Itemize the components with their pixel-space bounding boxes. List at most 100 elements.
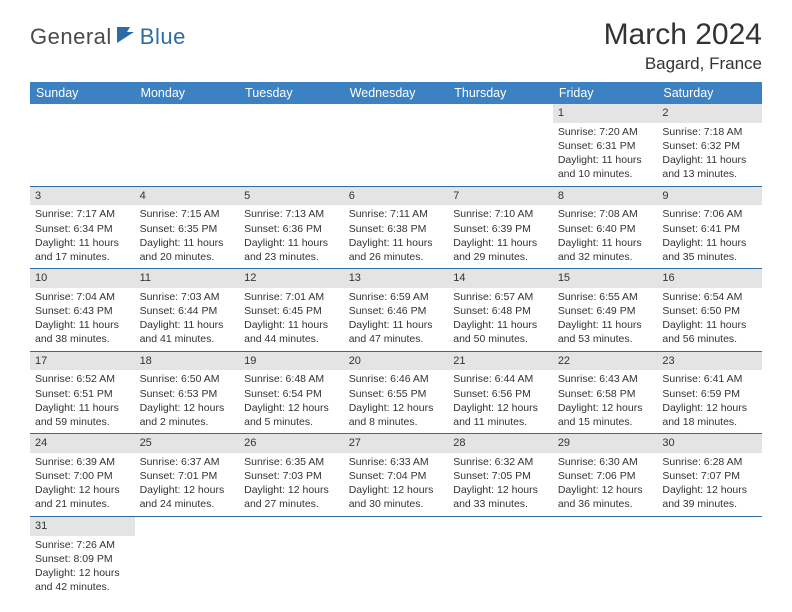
daylight-label: Daylight: 11 hours (140, 318, 235, 332)
daylight-label: Daylight: 12 hours (453, 401, 548, 415)
day-number: 14 (448, 269, 553, 288)
daylight-label-2: and 5 minutes. (244, 415, 339, 429)
weekday-header: Friday (553, 82, 658, 104)
daylight-label: Daylight: 11 hours (558, 153, 653, 167)
sunrise-label: Sunrise: 6:57 AM (453, 290, 548, 304)
day-number: 22 (553, 352, 658, 371)
weekday-header: Wednesday (344, 82, 449, 104)
daylight-label: Daylight: 11 hours (662, 236, 757, 250)
daylight-label: Daylight: 11 hours (558, 318, 653, 332)
weekday-header: Tuesday (239, 82, 344, 104)
calendar-cell: 30Sunrise: 6:28 AMSunset: 7:07 PMDayligh… (657, 434, 762, 517)
sunset-label: Sunset: 6:58 PM (558, 387, 653, 401)
daylight-label: Daylight: 11 hours (349, 236, 444, 250)
daylight-label: Daylight: 12 hours (35, 566, 130, 580)
calendar-cell: 26Sunrise: 6:35 AMSunset: 7:03 PMDayligh… (239, 434, 344, 517)
day-content: Sunrise: 6:57 AMSunset: 6:48 PMDaylight:… (448, 288, 553, 351)
day-number: 11 (135, 269, 240, 288)
daylight-label: Daylight: 11 hours (662, 153, 757, 167)
calendar-cell: 4Sunrise: 7:15 AMSunset: 6:35 PMDaylight… (135, 186, 240, 269)
daylight-label: Daylight: 11 hours (244, 318, 339, 332)
day-number: 19 (239, 352, 344, 371)
sunset-label: Sunset: 6:56 PM (453, 387, 548, 401)
sunset-label: Sunset: 6:49 PM (558, 304, 653, 318)
daylight-label: Daylight: 12 hours (140, 401, 235, 415)
calendar-table: Sunday Monday Tuesday Wednesday Thursday… (30, 82, 762, 598)
day-content: Sunrise: 6:37 AMSunset: 7:01 PMDaylight:… (135, 453, 240, 516)
daylight-label-2: and 24 minutes. (140, 497, 235, 511)
sunrise-label: Sunrise: 7:26 AM (35, 538, 130, 552)
calendar-cell: 31Sunrise: 7:26 AMSunset: 8:09 PMDayligh… (30, 516, 135, 598)
sunset-label: Sunset: 6:36 PM (244, 222, 339, 236)
day-number: 18 (135, 352, 240, 371)
day-content: Sunrise: 7:26 AMSunset: 8:09 PMDaylight:… (30, 536, 135, 599)
sunset-label: Sunset: 6:51 PM (35, 387, 130, 401)
daylight-label: Daylight: 11 hours (453, 318, 548, 332)
daylight-label: Daylight: 12 hours (453, 483, 548, 497)
calendar-cell: 7Sunrise: 7:10 AMSunset: 6:39 PMDaylight… (448, 186, 553, 269)
day-content: Sunrise: 6:28 AMSunset: 7:07 PMDaylight:… (657, 453, 762, 516)
day-content: Sunrise: 7:10 AMSunset: 6:39 PMDaylight:… (448, 205, 553, 268)
sunrise-label: Sunrise: 6:30 AM (558, 455, 653, 469)
calendar-cell: 3Sunrise: 7:17 AMSunset: 6:34 PMDaylight… (30, 186, 135, 269)
day-content: Sunrise: 6:52 AMSunset: 6:51 PMDaylight:… (30, 370, 135, 433)
day-number: 3 (30, 187, 135, 206)
calendar-row: 24Sunrise: 6:39 AMSunset: 7:00 PMDayligh… (30, 434, 762, 517)
day-content: Sunrise: 7:18 AMSunset: 6:32 PMDaylight:… (657, 123, 762, 186)
weekday-header: Thursday (448, 82, 553, 104)
location-label: Bagard, France (604, 54, 762, 74)
calendar-cell (344, 516, 449, 598)
sunset-label: Sunset: 7:01 PM (140, 469, 235, 483)
daylight-label: Daylight: 12 hours (244, 483, 339, 497)
calendar-cell: 1Sunrise: 7:20 AMSunset: 6:31 PMDaylight… (553, 104, 658, 186)
sunrise-label: Sunrise: 6:59 AM (349, 290, 444, 304)
day-content: Sunrise: 6:41 AMSunset: 6:59 PMDaylight:… (657, 370, 762, 433)
day-number: 16 (657, 269, 762, 288)
sunset-label: Sunset: 7:06 PM (558, 469, 653, 483)
calendar-cell: 22Sunrise: 6:43 AMSunset: 6:58 PMDayligh… (553, 351, 658, 434)
daylight-label-2: and 50 minutes. (453, 332, 548, 346)
sunrise-label: Sunrise: 6:28 AM (662, 455, 757, 469)
day-content: Sunrise: 7:01 AMSunset: 6:45 PMDaylight:… (239, 288, 344, 351)
day-content: Sunrise: 6:33 AMSunset: 7:04 PMDaylight:… (344, 453, 449, 516)
calendar-cell: 25Sunrise: 6:37 AMSunset: 7:01 PMDayligh… (135, 434, 240, 517)
calendar-row: 31Sunrise: 7:26 AMSunset: 8:09 PMDayligh… (30, 516, 762, 598)
calendar-cell (344, 104, 449, 186)
day-content: Sunrise: 6:50 AMSunset: 6:53 PMDaylight:… (135, 370, 240, 433)
daylight-label: Daylight: 11 hours (558, 236, 653, 250)
daylight-label-2: and 11 minutes. (453, 415, 548, 429)
weekday-header-row: Sunday Monday Tuesday Wednesday Thursday… (30, 82, 762, 104)
calendar-cell (448, 516, 553, 598)
sunset-label: Sunset: 7:04 PM (349, 469, 444, 483)
daylight-label: Daylight: 12 hours (662, 401, 757, 415)
sunset-label: Sunset: 6:40 PM (558, 222, 653, 236)
daylight-label-2: and 42 minutes. (35, 580, 130, 594)
logo-text-general: General (30, 24, 112, 50)
calendar-cell: 11Sunrise: 7:03 AMSunset: 6:44 PMDayligh… (135, 269, 240, 352)
day-number: 7 (448, 187, 553, 206)
weekday-header: Sunday (30, 82, 135, 104)
day-number: 27 (344, 434, 449, 453)
sunset-label: Sunset: 8:09 PM (35, 552, 130, 566)
day-content: Sunrise: 6:35 AMSunset: 7:03 PMDaylight:… (239, 453, 344, 516)
sunrise-label: Sunrise: 6:33 AM (349, 455, 444, 469)
daylight-label: Daylight: 12 hours (558, 483, 653, 497)
sunset-label: Sunset: 6:39 PM (453, 222, 548, 236)
sunrise-label: Sunrise: 7:08 AM (558, 207, 653, 221)
sunrise-label: Sunrise: 7:10 AM (453, 207, 548, 221)
sunrise-label: Sunrise: 7:01 AM (244, 290, 339, 304)
sunset-label: Sunset: 6:44 PM (140, 304, 235, 318)
calendar-row: 10Sunrise: 7:04 AMSunset: 6:43 PMDayligh… (30, 269, 762, 352)
sunset-label: Sunset: 6:41 PM (662, 222, 757, 236)
daylight-label-2: and 8 minutes. (349, 415, 444, 429)
calendar-cell: 29Sunrise: 6:30 AMSunset: 7:06 PMDayligh… (553, 434, 658, 517)
day-content: Sunrise: 6:48 AMSunset: 6:54 PMDaylight:… (239, 370, 344, 433)
sunrise-label: Sunrise: 6:46 AM (349, 372, 444, 386)
day-number: 9 (657, 187, 762, 206)
daylight-label: Daylight: 11 hours (662, 318, 757, 332)
logo-text-blue: Blue (140, 24, 186, 50)
header: General Blue March 2024 Bagard, France (30, 18, 762, 74)
sunrise-label: Sunrise: 6:52 AM (35, 372, 130, 386)
sunrise-label: Sunrise: 6:54 AM (662, 290, 757, 304)
daylight-label: Daylight: 12 hours (349, 483, 444, 497)
